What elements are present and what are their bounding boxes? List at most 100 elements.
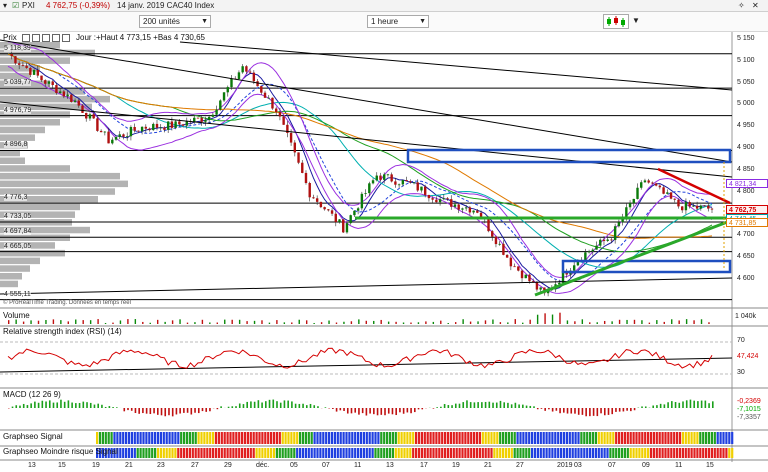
support-zone-box[interactable] — [561, 259, 732, 274]
panel-move-button[interactable] — [52, 34, 60, 42]
risk-bar — [426, 448, 429, 458]
macd-bar — [279, 402, 282, 408]
candle-body — [286, 124, 289, 133]
close-icon[interactable]: ✕ — [752, 1, 759, 10]
macd-bar — [179, 408, 181, 414]
checkbox-icon[interactable]: ☑ — [12, 1, 20, 10]
candle-body — [513, 266, 516, 268]
signal-bar — [351, 432, 354, 444]
candle-body — [494, 236, 498, 245]
candle-body — [144, 126, 148, 129]
macd-bar — [261, 402, 263, 408]
x-tick-label: 11 — [675, 462, 683, 469]
macd-bar — [533, 406, 535, 408]
chevron-down-icon[interactable]: ▾ — [3, 1, 8, 10]
macd-bar — [477, 402, 479, 408]
risk-bar — [565, 448, 568, 458]
signal-bar — [597, 432, 600, 444]
candle-body — [17, 63, 21, 65]
volume-bar — [395, 321, 397, 324]
macd-bar — [283, 400, 286, 408]
signal-bar — [615, 432, 618, 444]
risk-bar — [313, 448, 316, 458]
volume-bar — [611, 321, 613, 324]
candle-body — [293, 142, 297, 153]
macd-bar — [484, 401, 487, 408]
signal-bar — [391, 432, 394, 444]
volume-profile-bar — [0, 111, 70, 118]
volume-bar — [320, 322, 323, 324]
macd-bar — [559, 408, 561, 414]
units-select[interactable]: 200 unités ▼ — [139, 15, 211, 28]
volume-bar — [387, 321, 390, 324]
settings-icon[interactable]: ✧ — [738, 1, 745, 10]
trendline[interactable] — [0, 101, 733, 178]
risk-bar — [464, 448, 467, 458]
trendline[interactable] — [179, 41, 733, 91]
macd-bar — [544, 408, 546, 411]
candle-body — [163, 127, 166, 130]
macd-bar — [514, 402, 517, 408]
risk-bar — [719, 448, 722, 458]
downtrend-line-red[interactable] — [657, 167, 731, 205]
resistance-zone-box[interactable] — [406, 148, 732, 164]
signal-bar — [304, 432, 307, 444]
risk-bar — [383, 448, 386, 458]
volume-bar — [22, 321, 25, 324]
macd-bar — [466, 400, 468, 408]
macd-bar — [194, 408, 196, 413]
signal-bar — [504, 432, 508, 444]
macd-bar — [257, 400, 260, 408]
macd-bar — [298, 403, 301, 408]
macd-bar — [503, 402, 506, 408]
signal-bar — [554, 432, 557, 444]
risk-bar — [122, 448, 125, 458]
period-select[interactable]: 1 heure ▼ — [367, 15, 429, 28]
panel-expand-button[interactable] — [42, 34, 50, 42]
signal-bar — [713, 432, 716, 444]
candle-body — [517, 266, 520, 271]
macd-bar — [227, 406, 230, 408]
volume-bar — [373, 320, 375, 324]
risk-bar — [507, 448, 510, 458]
x-tick-label: 11 — [354, 462, 362, 469]
risk-bar — [391, 448, 394, 458]
signal-bar — [226, 432, 229, 444]
uptrend-line-green[interactable] — [534, 219, 731, 297]
drawing-tools[interactable] — [0, 39, 733, 297]
rsi-trendline[interactable] — [0, 357, 733, 373]
panel-add-button[interactable] — [62, 34, 70, 42]
volume-bar — [216, 322, 218, 324]
candle-body — [397, 184, 401, 186]
macd-bar — [82, 401, 85, 408]
risk-bar — [568, 448, 571, 458]
signal-bar — [719, 432, 722, 444]
macd-bar — [678, 402, 681, 408]
candle-body — [342, 219, 345, 233]
price-flag: 4 821,34 — [726, 179, 768, 189]
candle-body — [364, 193, 367, 194]
macd-bar — [93, 404, 96, 408]
signal-bar — [380, 432, 383, 444]
chevron-down-icon[interactable]: ▼ — [632, 16, 640, 25]
trendline[interactable] — [0, 277, 733, 295]
candle-body — [632, 198, 635, 204]
risk-bar — [490, 448, 493, 458]
volume-bar — [231, 319, 233, 324]
candle-body — [476, 210, 479, 213]
trendline[interactable] — [0, 39, 733, 163]
risk-bar — [386, 448, 389, 458]
signal-bar — [583, 432, 586, 444]
macd-bar — [186, 408, 189, 413]
candle-body — [487, 219, 490, 232]
chart-style-button[interactable] — [603, 14, 629, 29]
signal-bar — [139, 432, 142, 444]
macd-bar — [220, 406, 222, 408]
panel-config-button[interactable] — [22, 34, 30, 42]
panel-close-button[interactable] — [32, 34, 40, 42]
candle-body — [383, 174, 386, 180]
risk-bar — [612, 448, 615, 458]
rsi-panel-title: Relative strength index (RSI) (14) — [3, 327, 122, 336]
risk-bar — [243, 448, 247, 458]
macd-bar — [30, 403, 32, 408]
